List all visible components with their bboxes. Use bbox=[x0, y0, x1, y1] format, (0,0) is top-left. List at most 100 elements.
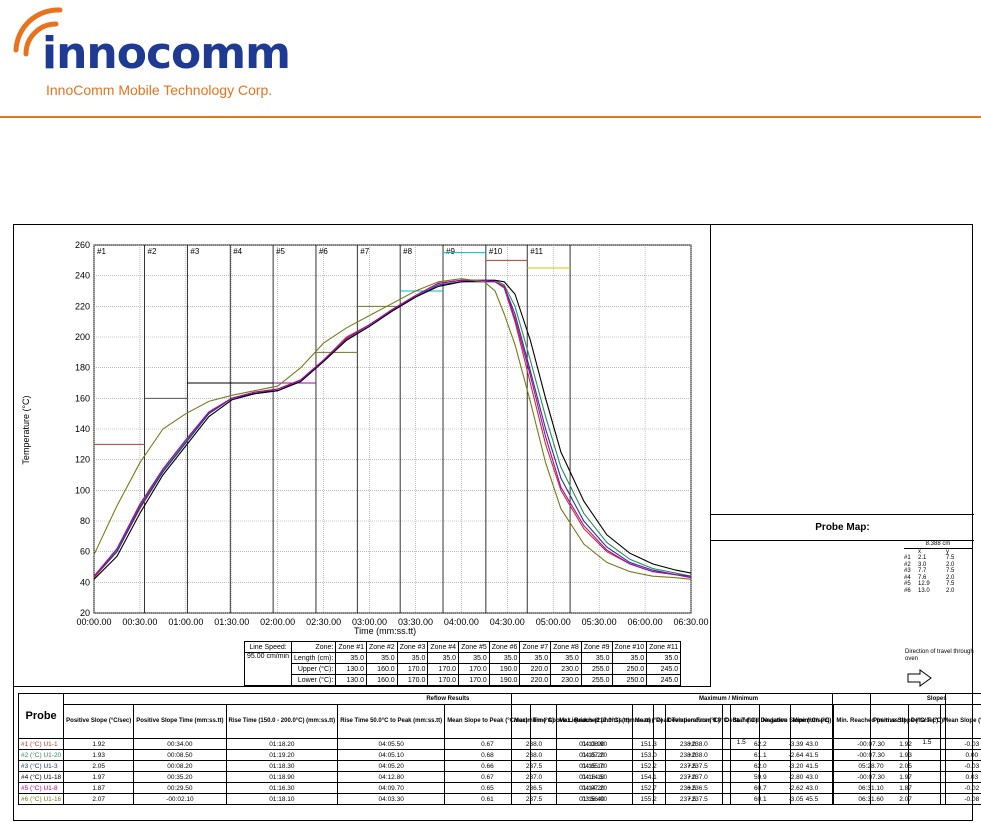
logo-wordmark: innocomm bbox=[42, 28, 290, 79]
cell: 01:16.30 bbox=[225, 782, 339, 794]
probe-map-unit: 8.388 cm bbox=[904, 541, 972, 549]
cell: 00:08.50 bbox=[133, 749, 227, 761]
zone-lower: 170.0 bbox=[427, 674, 460, 686]
y-tick-label: 240 bbox=[75, 271, 90, 281]
cell: 1.92 bbox=[869, 738, 942, 750]
cell: 151.3 bbox=[631, 738, 666, 750]
x-tick-label: 06:30.00 bbox=[673, 617, 708, 627]
zone-settings-table: Line Speed: Zone: Zone #1 Zone #2 Zone #… bbox=[243, 641, 682, 686]
cell: 01:19.20 bbox=[225, 749, 339, 761]
cell: 152.7 bbox=[631, 782, 666, 794]
cell: 01:18.10 bbox=[225, 793, 339, 805]
cell: 61.1 bbox=[729, 749, 791, 761]
zone-header: Zone #5 bbox=[458, 641, 490, 653]
cell: 237.0 bbox=[510, 771, 558, 783]
zone-header: Zone #10 bbox=[611, 641, 648, 653]
cell: 41.5 bbox=[789, 749, 835, 761]
company-full-name: InnoComm Mobile Technology Corp. bbox=[46, 82, 273, 98]
zone-label: #5 bbox=[276, 247, 285, 256]
cell: 1.87 bbox=[63, 782, 135, 794]
series-line bbox=[93, 281, 692, 577]
zone-upper: 170.0 bbox=[427, 663, 460, 675]
length-label: Length (cm): bbox=[291, 652, 337, 664]
zone-length: 35.0 bbox=[427, 652, 460, 664]
table-row: 1.87 -0.02 bbox=[869, 782, 981, 794]
zone-length: 35.0 bbox=[396, 652, 429, 664]
col-header: Rise Time 50.0°C to Peak (mm:ss.tt) bbox=[337, 704, 446, 739]
cell: 04:08.90 bbox=[556, 738, 633, 750]
cell: 2.07 bbox=[869, 793, 942, 805]
probe-name: #1 (°C) U1-1 bbox=[17, 738, 65, 750]
header-divider bbox=[0, 116, 981, 118]
probe-map-title: Probe Map: bbox=[711, 515, 974, 541]
y-tick-label: 100 bbox=[75, 485, 90, 495]
zone-upper: 250.0 bbox=[611, 663, 648, 675]
arrow-right-icon bbox=[907, 669, 932, 687]
table-row: 1.92 -0.03 bbox=[869, 738, 981, 750]
x-tick-label: 01:30.00 bbox=[214, 617, 249, 627]
cell: 62.0 bbox=[729, 760, 791, 772]
zone-label: #11 bbox=[530, 247, 543, 256]
zone-upper: 190.0 bbox=[488, 663, 521, 675]
probe-map-row: #4 7.6 2.0 bbox=[904, 574, 955, 581]
zone-header: Zone #6 bbox=[488, 641, 521, 653]
zone-upper: 255.0 bbox=[580, 663, 613, 675]
cell: 01:18.90 bbox=[225, 771, 339, 783]
zone-header: Zone #2 bbox=[366, 641, 398, 653]
x-tick-label: 05:30.00 bbox=[582, 617, 617, 627]
probe-map-row: #1 2.1 7.5 bbox=[904, 555, 955, 561]
y-tick-label: 260 bbox=[75, 240, 90, 250]
col-header: Max. Reached (mm:ss.tt) bbox=[556, 704, 633, 739]
col-header: Positive Slope Time (mm:ss.tt) bbox=[133, 704, 227, 739]
cell: 62.2 bbox=[729, 738, 791, 750]
zone-label: #9 bbox=[446, 247, 455, 256]
col-header: Mean Slope (°C/sec) bbox=[940, 704, 981, 739]
line-speed-value: 95.00 cm/min bbox=[243, 652, 293, 686]
y-tick-label: 140 bbox=[75, 424, 90, 434]
cell: -0.03 bbox=[940, 760, 981, 772]
cell: 1.87 bbox=[869, 782, 942, 794]
zone-length: 35.0 bbox=[580, 652, 613, 664]
cell: +237.5 bbox=[664, 760, 731, 772]
zone-length: 35.0 bbox=[488, 652, 521, 664]
blank-panel bbox=[711, 225, 974, 515]
col-x: x bbox=[918, 548, 921, 555]
x-axis-title: Time (mm:ss.tt) bbox=[354, 626, 417, 636]
col-header: Minimum (°C) bbox=[789, 704, 835, 739]
cell: 1.93 bbox=[869, 749, 942, 761]
probe-name: #3 (°C) U1-3 bbox=[17, 760, 65, 772]
zone-length: 35.0 bbox=[335, 652, 368, 664]
cell: -00:02.10 bbox=[133, 793, 227, 805]
cell: +238.0 bbox=[664, 738, 731, 750]
cell: 04:07.20 bbox=[556, 782, 633, 794]
cell: 0.61 bbox=[444, 793, 531, 805]
cell: 153.0 bbox=[631, 749, 666, 761]
zone-lower: 245.0 bbox=[646, 674, 682, 686]
cell: 154.1 bbox=[631, 771, 666, 783]
x-tick-label: 04:30.00 bbox=[490, 617, 525, 627]
probe-map-row: #3 7.7 7.5 bbox=[904, 568, 955, 574]
y-tick-label: 60 bbox=[80, 547, 90, 557]
cell: 04:03.30 bbox=[337, 793, 446, 805]
right-pane: Probe Map: 8.388 cm x y #1 2.1 7.5 #2 3.0 2.0… bbox=[711, 225, 974, 687]
zone-lower: 250.0 bbox=[611, 674, 648, 686]
x-tick-label: 02:30.00 bbox=[306, 617, 341, 627]
cell: 60.7 bbox=[729, 782, 791, 794]
cell: 00:34.00 bbox=[133, 738, 227, 750]
y-tick-label: 120 bbox=[75, 455, 90, 465]
cell: 152.2 bbox=[631, 760, 666, 772]
cell: 0.03 bbox=[940, 771, 981, 783]
zone-length: 35.0 bbox=[611, 652, 648, 664]
results-section: Probe Reflow Results Positive Slope (°C/… bbox=[14, 688, 981, 822]
probe-map-coords: 8.388 cm x y #1 2.1 7.5 #2 3.0 2.0 #3 7.7 7.5 #… bbox=[904, 541, 972, 594]
zone-label: #7 bbox=[360, 247, 369, 256]
col-y: y bbox=[946, 548, 949, 555]
probe-name: #4 (°C) U1-18 bbox=[17, 771, 65, 783]
cell: 2.07 bbox=[63, 793, 135, 805]
zone-upper: 230.0 bbox=[550, 663, 582, 675]
series-line bbox=[93, 278, 692, 580]
slopes-table: Slopes Positive Slope (°C/sec) Mean Slop… bbox=[869, 693, 981, 805]
cell: +238.0 bbox=[664, 749, 731, 761]
col-header: Maximum (°C) bbox=[510, 704, 558, 739]
table-row: 2.05 -0.03 bbox=[869, 760, 981, 772]
